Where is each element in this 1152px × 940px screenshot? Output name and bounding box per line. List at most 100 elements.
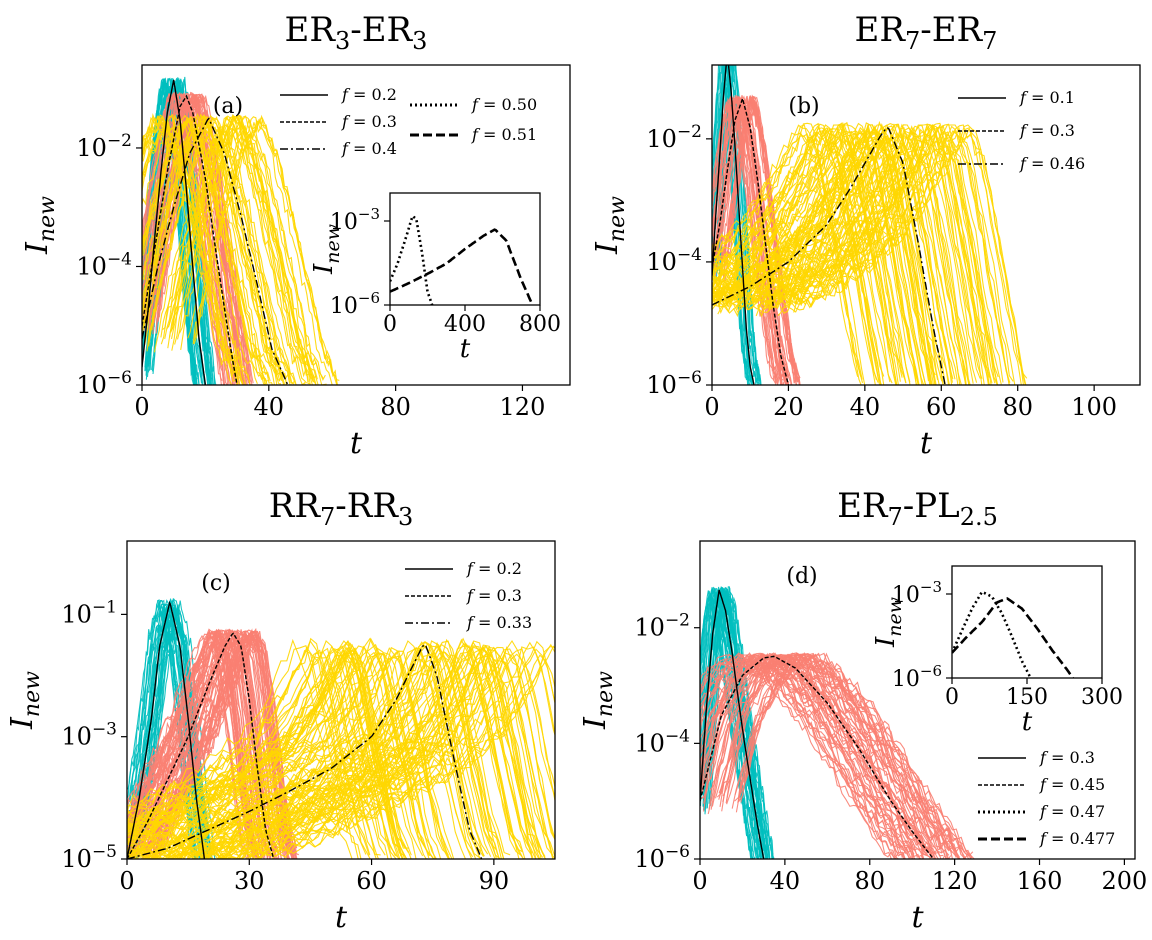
legend-value: = 0.2: [473, 559, 522, 578]
y-tick-label: 10−2: [76, 131, 132, 162]
legend-label: f = 0.2: [341, 85, 397, 104]
y-tick-exponent: −3: [920, 578, 942, 596]
bundle-line: [127, 650, 406, 857]
chart-title: ER7-ER7: [855, 10, 998, 55]
title-subscript: 7: [888, 503, 903, 531]
bundle-line: [743, 124, 978, 383]
bundle-line: [700, 586, 759, 859]
legend-label: f = 0.2: [466, 559, 522, 578]
title-subscript-2: 7: [982, 27, 997, 55]
y-tick-label: 10−5: [61, 842, 117, 873]
x-tick-label: 0: [704, 393, 719, 421]
bundle-line: [127, 649, 362, 859]
bundle-line: [767, 124, 1002, 385]
legend-value: = 0.45: [1046, 775, 1105, 794]
bundle-line: [127, 648, 406, 859]
series-line: [712, 126, 946, 385]
x-tick-label: 60: [926, 393, 957, 421]
y-tick-exponent: −2: [665, 611, 690, 631]
legend-f: f: [1039, 748, 1049, 767]
bundle-line: [765, 129, 998, 385]
legend-label: f = 0.3: [341, 112, 397, 131]
bundle-line: [271, 654, 555, 859]
legend-f: f: [341, 85, 351, 104]
bundle-line: [127, 642, 410, 849]
y-tick-base: 10: [330, 210, 358, 235]
bundle-line: [758, 124, 993, 384]
legend-f: f: [1039, 829, 1049, 848]
bundle-line: [142, 113, 282, 385]
x-tick-label: 40: [850, 393, 881, 421]
bundle-line: [255, 643, 555, 859]
y-tick-exponent: −4: [107, 249, 132, 269]
legend-f: f: [341, 139, 351, 158]
axes-frame: [711, 64, 1141, 386]
y-label-base: I: [309, 263, 339, 275]
y-tick-base: 10: [76, 252, 107, 280]
title-middle: -ER: [920, 10, 983, 50]
y-tick-base: 10: [76, 371, 107, 399]
series-line: [700, 589, 765, 859]
bundle-line: [127, 639, 370, 856]
bundle-line: [712, 136, 920, 385]
inset-series-line: [952, 597, 1075, 678]
bundle-line: [142, 120, 283, 381]
legend-label: f = 0.50: [471, 95, 537, 114]
legend-value: = 0.3: [473, 586, 522, 605]
y-tick-base: 10: [634, 614, 665, 642]
y-tick-exponent: −4: [665, 726, 690, 746]
series-line: [712, 65, 755, 385]
y-axis-label: Inew: [309, 224, 344, 275]
legend-value: = 0.4: [348, 139, 397, 158]
bundle-line: [712, 126, 933, 385]
y-label-subscript: new: [35, 196, 60, 242]
bundle-line: [179, 645, 533, 859]
y-tick-exponent: −1: [92, 597, 117, 617]
x-tick-label: 80: [854, 867, 885, 895]
series-line: [142, 79, 207, 385]
bundle-line: [127, 640, 402, 857]
y-tick-label: 10−2: [634, 611, 690, 642]
y-tick-label: 10−6: [646, 368, 702, 399]
x-tick-label: 400: [444, 312, 486, 337]
legend-value: = 0.1: [1026, 88, 1075, 107]
legend-value: = 0.3: [348, 112, 397, 131]
x-tick-label: 80: [1002, 393, 1033, 421]
bundle-line: [127, 654, 427, 859]
bundle-line: [127, 647, 408, 859]
series-line: [700, 655, 934, 859]
bundle-line: [700, 656, 906, 859]
legend-f: f: [1039, 775, 1049, 794]
bundle-line: [127, 645, 417, 859]
bundle-line: [722, 652, 957, 858]
y-label-subscript: new: [884, 597, 906, 637]
bundle-line: [189, 645, 546, 859]
y-tick-base: 10: [634, 845, 665, 873]
series-line: [127, 632, 275, 859]
y-label-base: I: [20, 241, 55, 255]
bundle-line: [257, 645, 555, 858]
bundle-line: [206, 652, 540, 859]
y-tick-label: 10−4: [634, 726, 690, 757]
legend-label: f = 0.3: [466, 586, 522, 605]
y-tick-label: 10−3: [892, 578, 942, 608]
bundle-line: [712, 126, 923, 385]
title-subscript-2: 3: [412, 27, 427, 55]
y-label-subscript: new: [20, 671, 45, 717]
x-tick-label: 100: [1071, 393, 1117, 421]
y-tick-exponent: −6: [920, 662, 942, 680]
x-tick-label: 30: [234, 867, 265, 895]
series-line: [142, 117, 289, 385]
x-axis-label: t: [920, 426, 933, 461]
y-axis-label: Inew: [871, 597, 906, 648]
bundle-line: [712, 132, 859, 377]
legend-f: f: [1039, 802, 1049, 821]
bundle-line: [700, 654, 929, 855]
series-line: [127, 600, 206, 859]
bundle-line: [712, 98, 779, 385]
title-subscript: 7: [320, 503, 335, 531]
bundle-line: [127, 637, 430, 856]
bundle-line: [127, 637, 371, 856]
bundle-line: [755, 123, 990, 378]
